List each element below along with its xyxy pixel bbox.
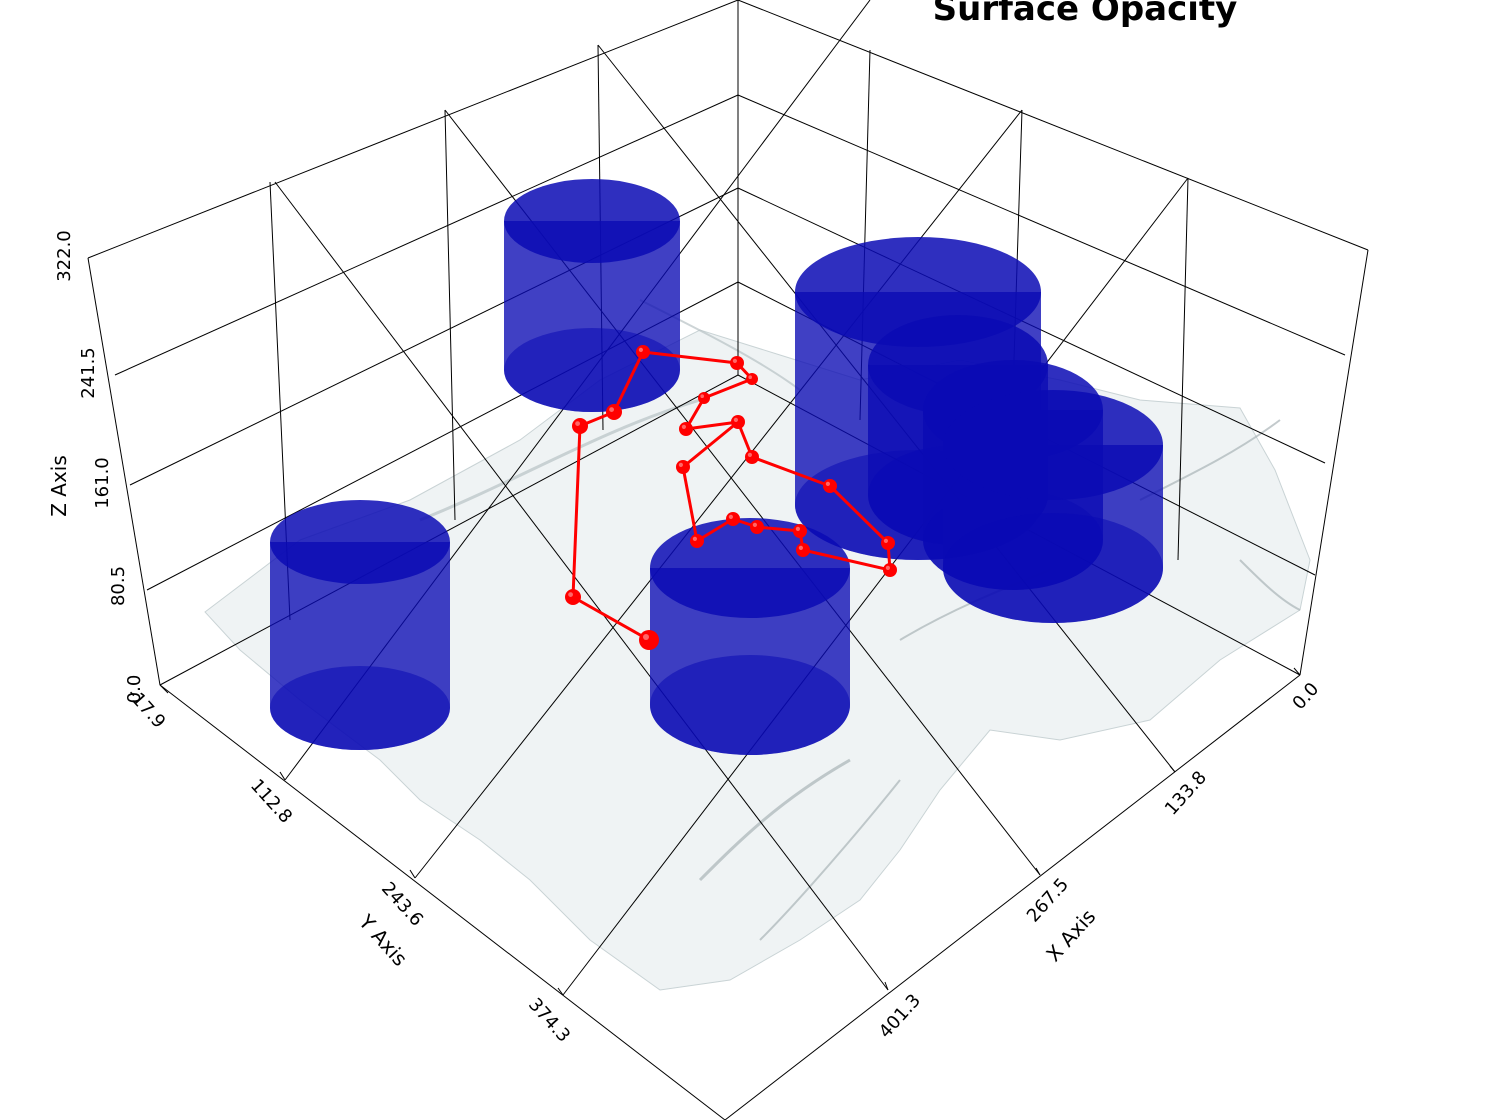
- y-tick-label: 112.8: [246, 775, 296, 827]
- cylinder-bottom: [943, 513, 1163, 623]
- path-node-highlight: [748, 375, 752, 380]
- grid-line: [737, 0, 1369, 251]
- path-node-highlight: [575, 421, 580, 426]
- path-node-highlight: [747, 452, 753, 457]
- path-node: [746, 373, 758, 385]
- path-node: [793, 524, 807, 538]
- cylinder: [270, 500, 450, 750]
- grid-line: [562, 177, 1189, 996]
- cylinder-bottom: [504, 328, 680, 412]
- path-node-highlight: [700, 394, 704, 399]
- z-tick-label: 241.5: [78, 347, 99, 399]
- path-node: [745, 450, 759, 464]
- grid-line: [1177, 177, 1189, 561]
- z-axis-title: Z Axis: [47, 455, 71, 517]
- z-tick-label: 322.0: [54, 230, 75, 282]
- tick-mark: [1169, 765, 1176, 773]
- grid-line: [444, 109, 456, 521]
- z-axis-ticks: 322.0 241.5 161.0 80.5 0.0: [54, 230, 145, 703]
- path-node-highlight: [825, 481, 831, 486]
- path-node-highlight: [795, 526, 801, 532]
- path-node-highlight: [732, 358, 738, 363]
- grid-line: [1299, 249, 1369, 676]
- plot-title: Surface Opacity: [933, 0, 1238, 29]
- cylinder-bottom: [650, 655, 850, 755]
- path-node-highlight: [798, 545, 804, 551]
- grid-line: [87, 257, 161, 686]
- path-node: [731, 415, 745, 429]
- cylinders-group: [270, 179, 1163, 755]
- path-node: [676, 460, 690, 474]
- x-tick-label: 133.8: [1161, 767, 1211, 819]
- grid-line: [724, 674, 1301, 1120]
- tick-mark: [557, 987, 564, 996]
- grid-line: [87, 0, 739, 259]
- grid-line: [159, 684, 726, 1120]
- path-node-highlight: [883, 538, 889, 544]
- path-node: [730, 356, 744, 370]
- path-node: [606, 404, 622, 420]
- tick-mark: [279, 771, 286, 781]
- tick-mark: [159, 684, 169, 694]
- tick-mark: [409, 869, 416, 879]
- path-node-highlight: [678, 462, 684, 467]
- path-node: [823, 479, 837, 493]
- cylinder-top: [504, 179, 680, 263]
- path-node-highlight: [692, 536, 698, 542]
- z-tick-label: 161.0: [92, 457, 113, 509]
- path-node: [636, 345, 650, 359]
- cylinder-bottom: [270, 666, 450, 750]
- path-node-highlight: [728, 514, 734, 520]
- path-node-highlight: [752, 522, 758, 528]
- tick-mark: [884, 981, 889, 991]
- cylinder-top: [943, 390, 1163, 500]
- x-tick-label: 267.5: [1023, 874, 1073, 926]
- path-node-highlight: [609, 407, 614, 412]
- path-node: [883, 563, 897, 577]
- path-node: [881, 536, 895, 550]
- path-node: [690, 534, 704, 548]
- path-node: [698, 392, 710, 404]
- path-node: [726, 512, 740, 526]
- path-node-highlight: [681, 424, 687, 429]
- tick-mark: [1293, 667, 1301, 676]
- grid-line: [114, 94, 739, 376]
- path-node: [565, 589, 581, 605]
- path-node-highlight: [643, 634, 649, 640]
- grid-line: [737, 94, 1346, 356]
- path-node: [796, 543, 810, 557]
- path-node: [750, 520, 764, 534]
- x-tick-label: 0.0: [1289, 679, 1324, 714]
- path-node-highlight: [733, 417, 739, 422]
- cylinder-top: [270, 500, 450, 584]
- z-tick-label: 0.0: [124, 675, 145, 704]
- tick-mark: [1035, 867, 1041, 876]
- red-path-group: [565, 345, 897, 650]
- z-tick-label: 80.5: [108, 566, 129, 606]
- y-tick-label: -17.9: [123, 684, 170, 733]
- y-tick-label: 374.3: [524, 994, 574, 1046]
- path-node: [679, 422, 693, 436]
- path-node-highlight: [885, 565, 891, 571]
- grid-line: [274, 181, 889, 991]
- path-node: [572, 418, 588, 434]
- path-node-highlight: [568, 592, 573, 597]
- grid-line: [159, 374, 739, 686]
- cylinder: [504, 179, 680, 412]
- x-axis-title: X Axis: [1041, 904, 1100, 966]
- path-node: [639, 630, 659, 650]
- path-node-highlight: [638, 347, 644, 352]
- cylinder: [943, 390, 1163, 623]
